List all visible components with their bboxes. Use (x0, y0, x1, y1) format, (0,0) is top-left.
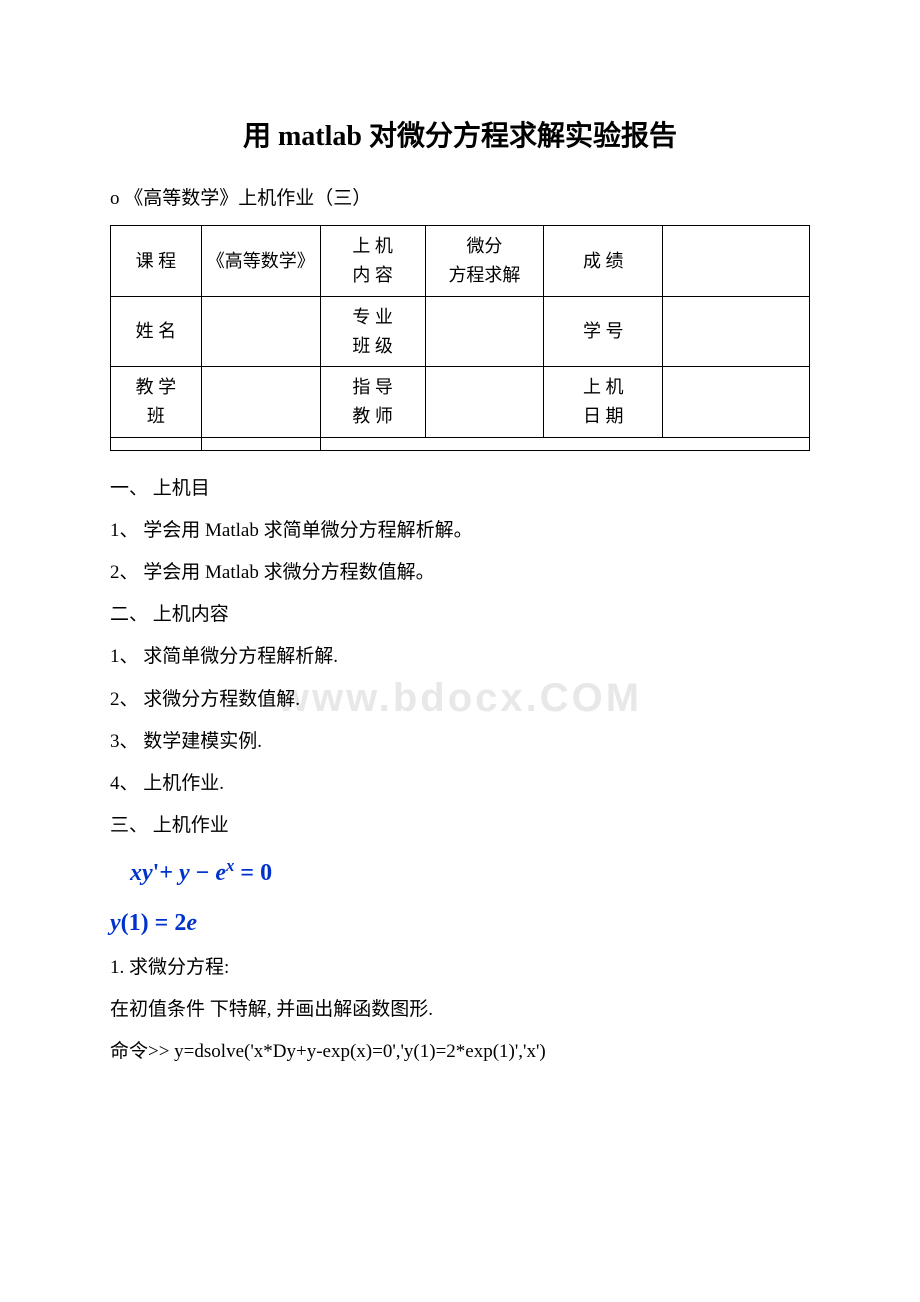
page-content: 用 matlab 对微分方程求解实验报告 o 《高等数学》上机作业（三） 课 程… (110, 110, 810, 1070)
cell-teacher-label: 指 导 教 师 (320, 367, 425, 438)
cell-grade-value (663, 226, 810, 297)
cell-topic-label: 上 机 内 容 (320, 226, 425, 297)
problem-label: 1. 求微分方程: (110, 950, 810, 986)
section-heading: 一、 上机目 (110, 471, 810, 507)
eq-op: + (159, 860, 179, 886)
cell-teacher-value (425, 367, 544, 438)
eq-term: y (110, 910, 121, 936)
cell-course-value: 《高等数学》 (201, 226, 320, 297)
table-row: 课 程 《高等数学》 上 机 内 容 微分 方程求解 成 绩 (111, 226, 810, 297)
page-title: 用 matlab 对微分方程求解实验报告 (110, 110, 810, 163)
equation-initial-condition: y(1) = 2e (110, 901, 810, 947)
cell-date-label: 上 机 日 期 (544, 367, 663, 438)
matlab-command: 命令>> y=dsolve('x*Dy+y-exp(x)=0','y(1)=2*… (110, 1034, 810, 1070)
cell-empty (320, 438, 809, 451)
list-item: 2、 求微分方程数值解. (110, 682, 810, 718)
eq-op: = 0 (234, 860, 272, 886)
eq-term: y (179, 860, 190, 886)
list-item: 2、 学会用 Matlab 求微分方程数值解。 (110, 555, 810, 591)
list-item: 1、 学会用 Matlab 求简单微分方程解析解。 (110, 513, 810, 549)
cell-major-value (425, 296, 544, 367)
list-item: 4、 上机作业. (110, 766, 810, 802)
eq-term: xy (130, 860, 153, 886)
eq-term: e (215, 860, 226, 886)
table-row: 姓 名 专 业 班 级 学 号 (111, 296, 810, 367)
eq-term: e (186, 910, 197, 936)
cell-grade-label: 成 绩 (544, 226, 663, 297)
cell-name-label: 姓 名 (111, 296, 202, 367)
section-heading: 三、 上机作业 (110, 808, 810, 844)
equation-ode: xy'+ y − ex = 0 (110, 850, 810, 897)
cell-empty (111, 438, 202, 451)
cell-id-value (663, 296, 810, 367)
section-heading: 二、 上机内容 (110, 597, 810, 633)
info-table: 课 程 《高等数学》 上 机 内 容 微分 方程求解 成 绩 姓 名 专 业 班… (110, 225, 810, 451)
cell-class-label: 教 学 班 (111, 367, 202, 438)
problem-condition: 在初值条件 下特解, 并画出解函数图形. (110, 992, 810, 1028)
subtitle: o 《高等数学》上机作业（三） (110, 181, 810, 217)
cell-course-label: 课 程 (111, 226, 202, 297)
list-item: 3、 数学建模实例. (110, 724, 810, 760)
list-item: 1、 求简单微分方程解析解. (110, 639, 810, 675)
cell-date-value (663, 367, 810, 438)
cell-empty (201, 438, 320, 451)
table-row (111, 438, 810, 451)
cell-name-value (201, 296, 320, 367)
eq-op: − (190, 860, 216, 886)
table-row: 教 学 班 指 导 教 师 上 机 日 期 (111, 367, 810, 438)
cell-id-label: 学 号 (544, 296, 663, 367)
cell-topic-value: 微分 方程求解 (425, 226, 544, 297)
cell-major-label: 专 业 班 级 (320, 296, 425, 367)
cell-class-value (201, 367, 320, 438)
eq-term: (1) = 2 (121, 910, 187, 936)
